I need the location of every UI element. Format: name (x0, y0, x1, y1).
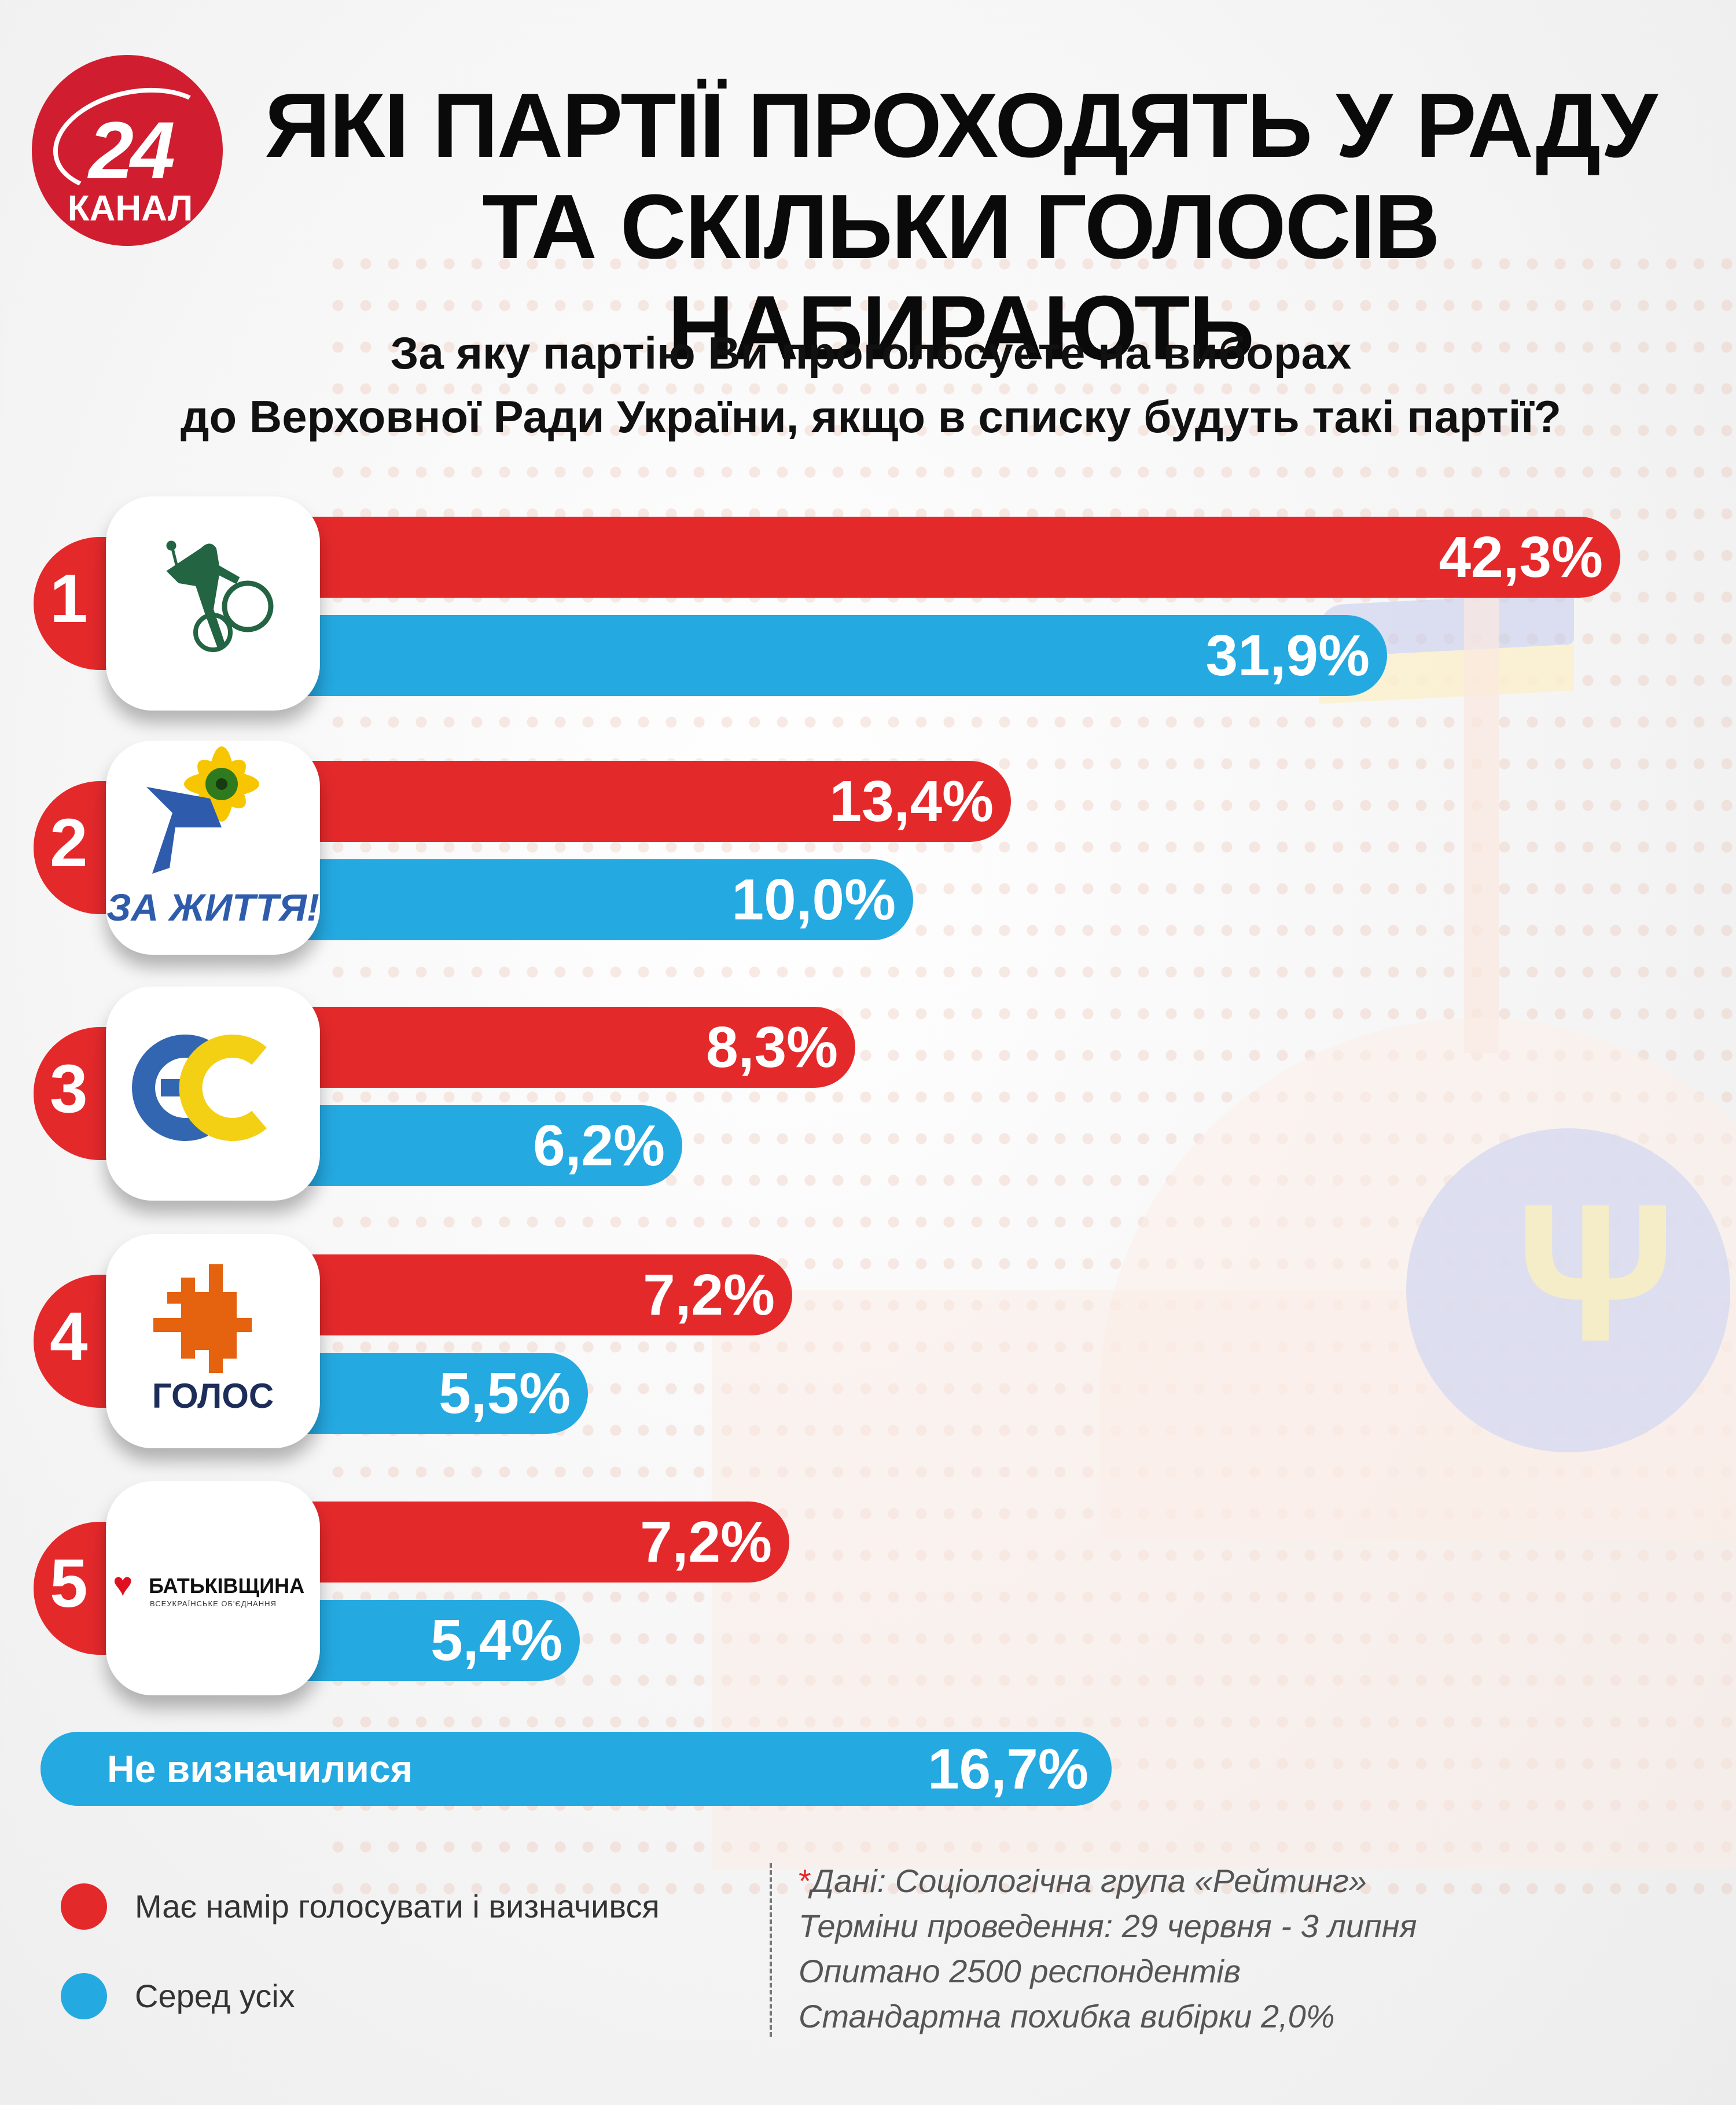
legend-label: Серед усіх (135, 1978, 295, 2014)
red-dot-icon (61, 1883, 107, 1930)
subtitle-line-2: до Верховної Ради України, якщо в списку… (181, 391, 1561, 442)
bar-decided: 7,2% (249, 1502, 789, 1583)
rank-number: 3 (50, 1051, 88, 1127)
bar-all: 31,9% (249, 615, 1387, 696)
party-row-2: 2 13,4% 10,0% ЗА ЖИТТЯ! (0, 741, 1736, 961)
es-logo-icon (132, 1035, 267, 1141)
source-line-3: Опитано 2500 респондентів (799, 1953, 1241, 1989)
dashed-divider (770, 1863, 772, 2037)
bar-decided: 7,2% (249, 1254, 792, 1335)
bar-all: 10,0% (249, 859, 913, 940)
logo-number: 24 (89, 105, 175, 196)
bar-decided: 42,3% (249, 517, 1620, 598)
party-row-3: 3 8,3% 6,2% (0, 987, 1736, 1206)
holos-hash-icon (153, 1264, 252, 1373)
survey-question: За яку партію Ви проголосуєте на виборах… (46, 321, 1695, 448)
cyclist-logo-icon (166, 540, 274, 652)
legend-label: Має намір голосувати і визначився (135, 1888, 660, 1924)
party-logo-card (106, 496, 320, 711)
party-logo-subtext: ВСЕУКРАЇНСЬКЕ ОБ'ЄДНАННЯ (150, 1599, 277, 1608)
asterisk: * (799, 1863, 811, 1899)
party-logo-card (106, 987, 320, 1201)
party-logo-text: БАТЬКІВЩИНА (149, 1574, 305, 1598)
party-logo-text: ГОЛОС (152, 1377, 274, 1415)
page-title: ЯКІ ПАРТІЇ ПРОХОДЯТЬ У РАДУ ТА СКІЛЬКИ Г… (220, 75, 1701, 379)
logo-word: КАНАЛ (67, 189, 193, 229)
party-row-4: 4 7,2% 5,5% ГОЛОС (0, 1234, 1736, 1454)
bar-decided: 13,4% (249, 761, 1011, 842)
sunflower-dove-icon (146, 746, 259, 874)
channel-24-logo: 24 КАНАЛ (32, 55, 227, 246)
rank-number: 2 (50, 805, 88, 881)
bar-decided: 8,3% (249, 1007, 855, 1088)
source-line-4: Стандартна похибка вибірки 2,0% (799, 1998, 1335, 2034)
party-row-1: 1 42,3% 31,9% (0, 496, 1736, 716)
undecided-value: 16,7% (928, 1737, 1088, 1801)
undecided-label: Не визначилися (107, 1747, 413, 1790)
title-line-2: ТА СКІЛЬКИ ГОЛОСІВ НАБИРАЮТЬ (482, 176, 1440, 379)
rank-number: 5 (50, 1545, 88, 1622)
title-line-1: ЯКІ ПАРТІЇ ПРОХОДЯТЬ У РАДУ (264, 75, 1657, 176)
rank-number: 4 (50, 1298, 88, 1375)
rank-number: 1 (50, 561, 88, 637)
bar-all: 6,2% (249, 1105, 682, 1186)
source-line-2: Терміни проведення: 29 червня - 3 липня (799, 1908, 1417, 1944)
source-note: *Дані: Соціологічна група «Рейтинг» Терм… (799, 1859, 1417, 2039)
party-logo-text: ЗА ЖИТТЯ! (106, 886, 319, 929)
source-line-1: Дані: Соціологічна група «Рейтинг» (811, 1863, 1367, 1899)
party-row-5: 5 7,2% 5,4% ♥ БАТЬКІВЩИНА ВСЕУКРАЇНСЬКЕ … (0, 1481, 1736, 1701)
party-logo-card: ЗА ЖИТТЯ! (106, 741, 320, 955)
party-logo-card: ♥ БАТЬКІВЩИНА ВСЕУКРАЇНСЬКЕ ОБ'ЄДНАННЯ (106, 1481, 320, 1695)
blue-dot-icon (61, 1973, 107, 2019)
undecided-bar: Не визначилися 16,7% (41, 1732, 1112, 1806)
heart-icon: ♥ (113, 1566, 133, 1603)
subtitle-line-1: За яку партію Ви проголосуєте на виборах (390, 327, 1352, 378)
party-logo-card: ГОЛОС (106, 1234, 320, 1448)
